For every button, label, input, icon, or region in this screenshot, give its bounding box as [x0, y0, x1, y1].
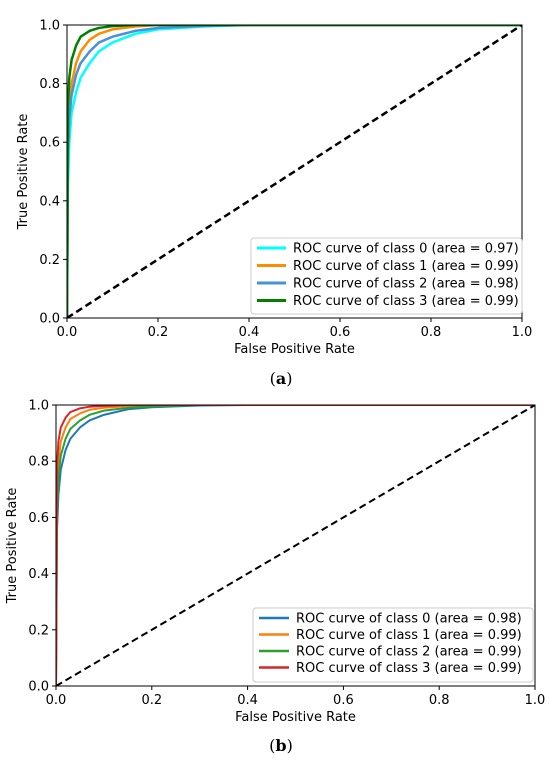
legend-label-class-3: ROC curve of class 3 (area = 0.99): [293, 294, 519, 309]
y-tick-label: 0.0: [39, 312, 60, 327]
x-tick-label: 1.0: [525, 693, 546, 708]
x-tick-label: 0.4: [237, 693, 258, 708]
caption-letter: b: [275, 736, 286, 755]
roc-line-class-3: [56, 405, 535, 686]
chart-panel-a: 0.0 0.2 0.4 0.6 0.8 1.0 0.0 0.2 0.4 0.6 0.8 1.0 Fals…: [16, 19, 532, 389]
diagonal-reference-line: [56, 405, 535, 686]
x-tick-label: 0.8: [429, 693, 450, 708]
legend-label-class-1: ROC curve of class 1 (area = 0.99): [296, 628, 522, 643]
y-tick-label: 0.0: [28, 680, 49, 695]
legend: ROC curve of class 0 (area = 0.98)ROC cu…: [252, 607, 534, 683]
axes-frame: [66, 24, 523, 319]
x-axis-label: False Positive Rate: [234, 342, 355, 357]
axes-frame: [55, 404, 536, 687]
y-tick-label: 0.2: [28, 623, 49, 638]
x-tick-label: 0.4: [239, 325, 260, 340]
x-tick-label: 0.2: [141, 693, 162, 708]
legend-label-class-2: ROC curve of class 2 (area = 0.98): [293, 277, 519, 292]
caption-paren-close: ): [286, 369, 292, 388]
caption-paren-open: (: [270, 369, 276, 388]
panel-caption: (b): [269, 736, 293, 755]
y-tick-label: 0.6: [39, 136, 60, 151]
x-tick-label: 0.0: [46, 693, 67, 708]
y-axis-label: True Positive Rate: [16, 114, 31, 231]
legend: ROC curve of class 0 (area = 0.97) ROC cu…: [250, 237, 523, 315]
plot-area: [56, 405, 535, 686]
x-tick-label: 0.8: [421, 325, 442, 340]
chart-panel-b: 0.0 0.2 0.4 0.6 0.8 1.0 0.0 0.2 0.4 0.6 0.8 1.0 Fals…: [5, 399, 545, 756]
diagonal-reference-line: [67, 25, 522, 318]
y-axis-label: True Positive Rate: [5, 488, 20, 605]
y-tick-label: 0.4: [28, 567, 49, 582]
legend-label-class-1: ROC curve of class 1 (area = 0.99): [293, 259, 519, 274]
roc-line-class-2: [56, 405, 535, 686]
y-tick-label: 0.4: [39, 194, 60, 209]
roc-line-class-3: [67, 25, 522, 318]
x-tick-label: 0.2: [148, 325, 169, 340]
caption-paren-open: (: [269, 736, 275, 755]
x-axis-label: False Positive Rate: [235, 710, 356, 725]
y-tick-label: 0.8: [39, 77, 60, 92]
legend-label-class-0: ROC curve of class 0 (area = 0.97): [293, 242, 519, 257]
x-tick-label: 0.6: [333, 693, 354, 708]
x-tick-label: 1.0: [512, 325, 533, 340]
legend-label-class-2: ROC curve of class 2 (area = 0.99): [296, 645, 522, 660]
caption-letter: a: [276, 369, 286, 388]
caption-paren-close: ): [287, 736, 293, 755]
y-tick-label: 1.0: [39, 19, 60, 34]
roc-line-class-1: [56, 405, 535, 686]
x-tick-label: 0.0: [57, 325, 78, 340]
y-tick-label: 0.6: [28, 511, 49, 526]
y-tick-label: 1.0: [28, 399, 49, 414]
legend-box: [250, 237, 523, 315]
x-tick-label: 0.6: [330, 325, 351, 340]
legend-label-class-3: ROC curve of class 3 (area = 0.99): [296, 661, 522, 676]
legend-box: [252, 607, 534, 683]
y-tick-label: 0.2: [39, 253, 60, 268]
panel-caption: (a): [270, 369, 293, 388]
legend-label-class-0: ROC curve of class 0 (area = 0.98): [296, 612, 522, 627]
plot-area: [67, 25, 522, 318]
y-tick-label: 0.8: [28, 455, 49, 470]
